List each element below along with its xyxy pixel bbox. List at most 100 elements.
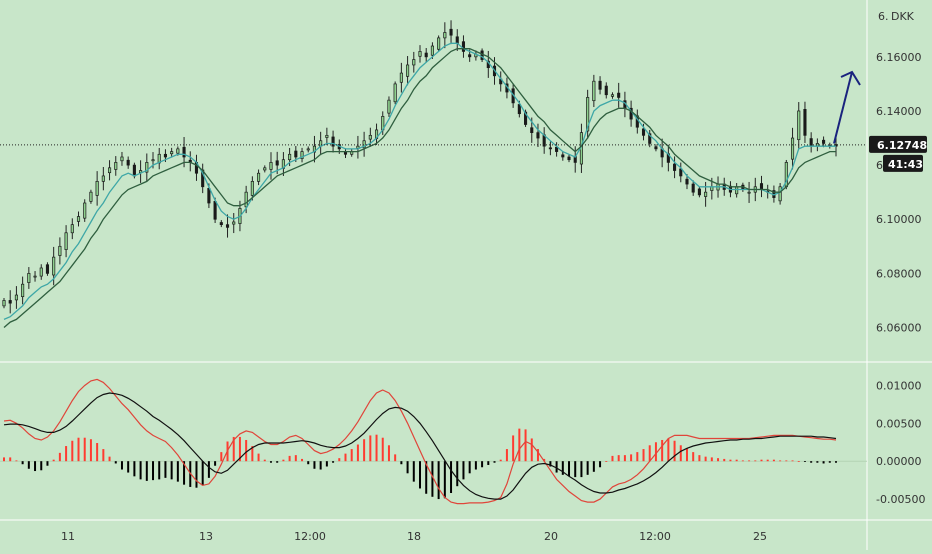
macd-histogram-bar	[791, 460, 794, 462]
macd-histogram-bar	[207, 461, 210, 478]
candle-body	[213, 201, 217, 220]
macd-histogram-bar	[456, 461, 459, 487]
macd-histogram-bar	[425, 461, 428, 494]
candle-body	[114, 162, 118, 170]
candle-body	[21, 283, 25, 298]
macd-histogram-bar	[34, 461, 37, 472]
candle-body	[555, 146, 559, 152]
macd-histogram-bar	[568, 461, 571, 477]
candle-body	[288, 153, 292, 161]
macd-histogram-bar	[102, 449, 105, 462]
candle-body	[822, 139, 826, 144]
macd-histogram-bar	[462, 461, 465, 480]
candle-body	[654, 146, 658, 150]
candle-body	[449, 28, 453, 36]
candle-body	[151, 159, 155, 162]
macd-histogram-bar	[481, 461, 484, 468]
candle-body	[412, 59, 416, 66]
macd-histogram-bar	[741, 460, 744, 462]
candle-body	[629, 107, 633, 120]
macd-histogram-bar	[195, 461, 198, 488]
candle-body	[617, 92, 621, 98]
candle-body	[8, 300, 12, 304]
candle-body	[648, 133, 652, 144]
macd-histogram-bar	[816, 461, 819, 463]
currency-prefix: 6.	[878, 10, 889, 23]
macd-histogram-bar	[524, 429, 527, 462]
macd-histogram-bar	[108, 456, 111, 462]
macd-histogram-bar	[561, 461, 564, 475]
macd-histogram-bar	[431, 461, 434, 497]
forecast-arrow	[833, 71, 853, 144]
candle-body	[145, 162, 149, 173]
candle-body	[225, 224, 230, 228]
candle-body	[561, 154, 565, 158]
candle-body	[461, 41, 466, 52]
macd-histogram-bar	[499, 459, 502, 462]
macd-histogram-bar	[493, 461, 496, 463]
macd-histogram-bar	[276, 461, 279, 463]
candle-body	[108, 167, 112, 174]
candle-body	[331, 136, 335, 147]
macd-histogram-bar	[779, 460, 782, 462]
macd-histogram-bar	[667, 438, 670, 462]
macd-histogram-bar	[654, 442, 657, 462]
candle-body	[294, 150, 298, 158]
price-tick-label: 6.14000	[876, 105, 922, 118]
candle-body	[368, 134, 372, 140]
candle-body	[586, 97, 590, 132]
macd-histogram-bar	[810, 461, 813, 463]
macd-histogram-bar	[15, 460, 18, 462]
candle-body	[778, 186, 782, 202]
price-tick-label: 6.16000	[876, 51, 922, 64]
macd-histogram-bar	[52, 459, 55, 462]
time-axis-label: 12:00	[639, 530, 671, 543]
candle-body	[101, 175, 105, 182]
macd-histogram-bar	[183, 461, 186, 485]
candle-body	[263, 167, 267, 171]
macd-histogram-bar	[220, 452, 223, 462]
macd-tick-label: -0.00500	[876, 493, 925, 506]
price-tick-label: 6.06000	[876, 322, 922, 335]
macd-histogram-bar	[797, 461, 800, 462]
macd-histogram-bar	[127, 461, 130, 473]
candle-body	[567, 156, 571, 161]
macd-histogram-bar	[766, 459, 769, 462]
candle-body	[790, 137, 795, 160]
macd-histogram-bar	[512, 435, 515, 462]
candle-body	[797, 110, 801, 141]
time-axis-label: 11	[61, 530, 75, 543]
macd-histogram-bar	[46, 461, 49, 466]
macd-histogram-bar	[592, 461, 595, 472]
forecast-arrowhead	[840, 70, 861, 86]
macd-histogram-bar	[679, 445, 682, 462]
candle-body	[257, 172, 261, 182]
macd-panel[interactable]	[0, 378, 867, 505]
price-panel[interactable]	[0, 20, 867, 328]
price-tick-label: 6.10000	[876, 213, 922, 226]
candle-body	[641, 128, 646, 136]
candle-body	[393, 83, 397, 103]
price-tick-partial: 6	[876, 159, 883, 172]
macd-histogram-bar	[642, 449, 645, 462]
macd-histogram-bar	[555, 461, 558, 473]
time-axis-label: 12:00	[294, 530, 326, 543]
candle-body	[759, 183, 764, 190]
macd-histogram-bar	[605, 461, 608, 462]
macd-histogram-bar	[549, 461, 552, 467]
macd-histogram-bar	[238, 436, 241, 462]
macd-histogram-bar	[717, 458, 720, 462]
macd-histogram-bar	[599, 461, 602, 468]
macd-histogram-bar	[83, 437, 86, 462]
time-axis-label: 20	[544, 530, 558, 543]
macd-histogram-bar	[325, 461, 328, 467]
time-axis-label: 25	[753, 530, 767, 543]
macd-histogram-bar	[754, 460, 757, 462]
macd-histogram-bar	[394, 454, 397, 462]
countdown-tag	[883, 154, 923, 172]
macd-histogram-bar	[350, 449, 353, 462]
candle-body	[704, 191, 708, 197]
macd-histogram-bar	[201, 461, 204, 486]
macd-histogram-bar	[474, 461, 477, 470]
